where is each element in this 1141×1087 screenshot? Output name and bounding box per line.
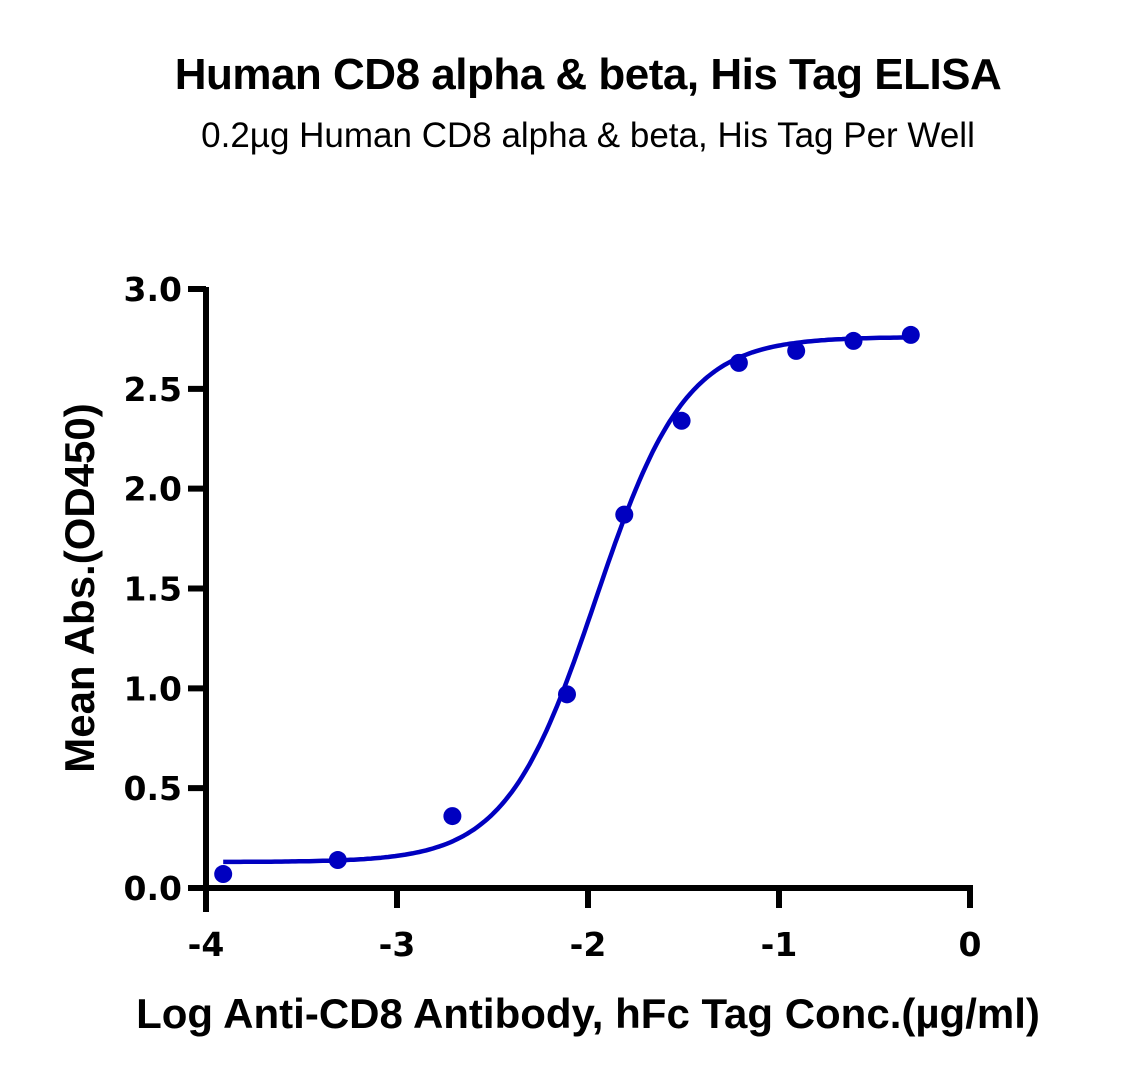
- fit-curve: [223, 335, 911, 865]
- y-tick-label: 0.5: [124, 769, 182, 808]
- y-tick-label: 1.5: [124, 570, 182, 609]
- data-point: [557, 685, 576, 704]
- data-point: [615, 505, 634, 524]
- x-tick-label: -1: [761, 925, 798, 964]
- data-points: [214, 325, 920, 884]
- x-axis-label: Log Anti-CD8 Antibody, hFc Tag Conc.(µg/…: [136, 990, 1040, 1037]
- y-tick-label: 2.0: [124, 470, 182, 509]
- x-tick-label: -3: [379, 925, 416, 964]
- y-tick-label: 1.0: [124, 669, 182, 708]
- data-point: [844, 331, 863, 350]
- data-point: [901, 325, 920, 344]
- sigmoid-fit-line: [223, 335, 911, 865]
- data-point: [328, 851, 347, 870]
- axes: 0.0 0.5 1.0 1.5 2.0 2.5 3.0 -4 -3 -2 -1 0: [124, 270, 982, 964]
- data-point: [443, 807, 462, 826]
- y-tick-label: 3.0: [124, 270, 182, 309]
- data-point: [729, 353, 748, 372]
- x-tick-label: -2: [570, 925, 607, 964]
- y-tick-label: 2.5: [124, 370, 182, 409]
- chart-title: Human CD8 alpha & beta, His Tag ELISA: [174, 50, 1002, 99]
- y-tick-label: 0.0: [124, 869, 182, 908]
- x-tick-label: 0: [959, 925, 982, 964]
- data-point: [672, 411, 691, 430]
- chart-subtitle: 0.2µg Human CD8 alpha & beta, His Tag Pe…: [201, 116, 975, 155]
- data-point: [214, 865, 233, 884]
- data-point: [787, 341, 806, 360]
- x-tick-label: -4: [188, 925, 225, 964]
